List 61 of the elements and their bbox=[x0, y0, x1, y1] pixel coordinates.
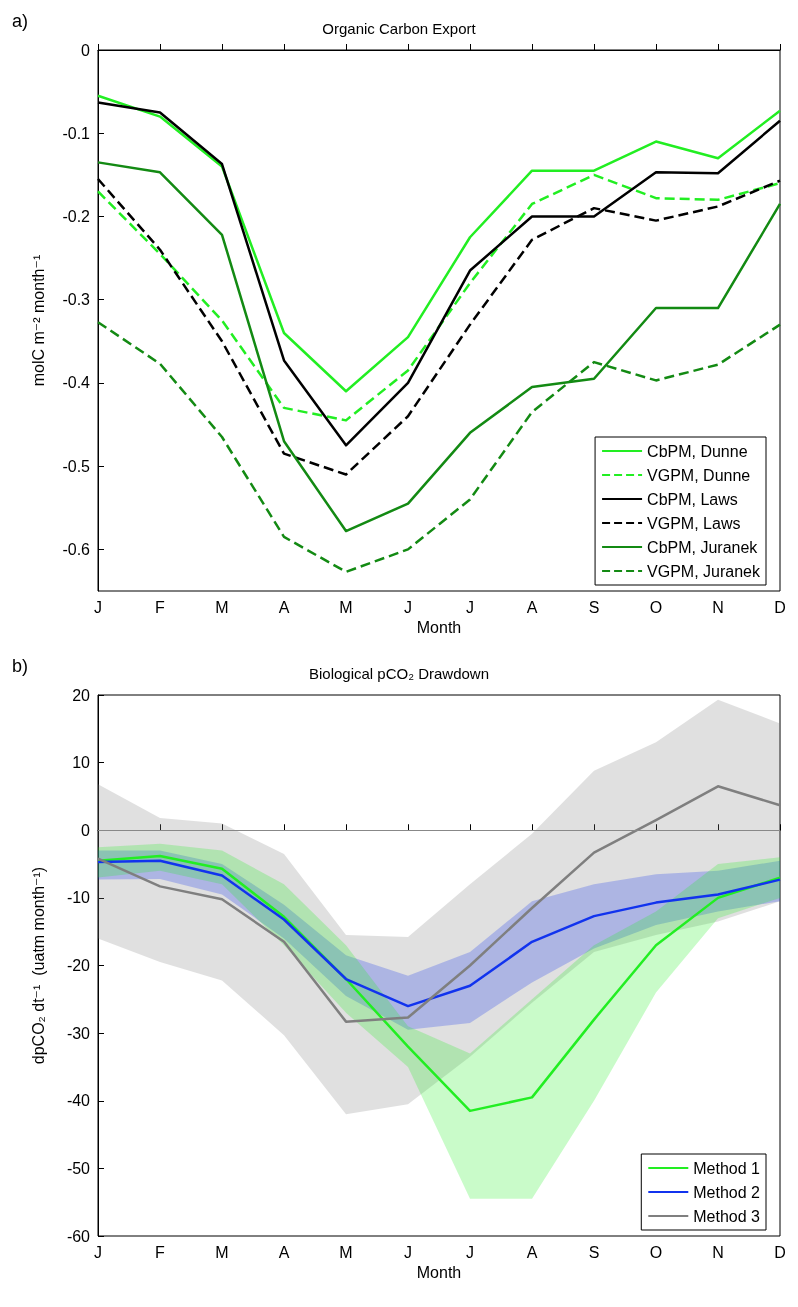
x-tick-label: J bbox=[94, 1243, 102, 1261]
x-tick-label: J bbox=[466, 598, 474, 616]
x-tick-label: M bbox=[215, 1243, 229, 1261]
legend-label: CbPM, Laws bbox=[647, 490, 738, 508]
legend-label: CbPM, Dunne bbox=[647, 442, 748, 460]
line-series bbox=[96, 859, 782, 1008]
y-tick-label: 20 bbox=[72, 686, 91, 704]
x-tick-label: F bbox=[155, 1243, 166, 1261]
legend-label: VGPM, Dunne bbox=[647, 466, 751, 484]
x-tick-label: J bbox=[404, 598, 412, 616]
line-series bbox=[96, 785, 782, 1023]
x-tick-label: A bbox=[526, 598, 538, 616]
y-tick-label: -10 bbox=[66, 889, 91, 907]
y-tick-label: -0.2 bbox=[62, 207, 91, 225]
y-tick-label: 0 bbox=[81, 41, 91, 59]
y-tick-label: 10 bbox=[72, 754, 91, 772]
legend-label: Method 1 bbox=[693, 1159, 761, 1177]
y-axis-title: dpCO₂ dt⁻¹ (uatm month⁻¹) bbox=[29, 866, 47, 1065]
x-axis-title: Month bbox=[416, 619, 462, 637]
x-tick-label: O bbox=[649, 598, 663, 616]
x-tick-label: M bbox=[339, 598, 353, 616]
y-axis-title: molC m⁻² month⁻¹ bbox=[29, 254, 47, 387]
y-tick-label: -60 bbox=[66, 1227, 91, 1245]
x-tick-label: N bbox=[712, 598, 724, 616]
x-tick-label: M bbox=[215, 598, 229, 616]
y-tick-label: 0 bbox=[81, 821, 91, 839]
text: a) bbox=[12, 11, 29, 31]
y-tick-label: -50 bbox=[66, 1159, 91, 1177]
x-tick-label: J bbox=[466, 1243, 474, 1261]
y-tick-label: -0.3 bbox=[62, 291, 91, 309]
chart-title: Biological pCO₂ Drawdown bbox=[308, 665, 490, 682]
x-tick-label: D bbox=[774, 598, 786, 616]
y-tick-label: -20 bbox=[66, 957, 91, 974]
y-tick-label: -0.6 bbox=[62, 540, 91, 558]
x-tick-label: D bbox=[774, 1243, 786, 1261]
y-tick-label: -0.5 bbox=[62, 457, 91, 475]
x-tick-label: S bbox=[588, 1243, 600, 1261]
chart-title: Organic Carbon Export bbox=[322, 20, 477, 37]
y-tick-label: -0.1 bbox=[62, 124, 91, 142]
y-tick-label: -40 bbox=[66, 1092, 91, 1110]
y-tick-label: -0.4 bbox=[62, 374, 91, 392]
legend-label: VGPM, Juranek bbox=[647, 562, 761, 580]
line-series bbox=[96, 854, 782, 1113]
x-axis-title: Month bbox=[416, 1264, 462, 1282]
x-tick-label: F bbox=[155, 598, 166, 616]
line-series bbox=[96, 94, 782, 393]
legend-label: VGPM, Laws bbox=[647, 514, 741, 532]
x-tick-label: N bbox=[712, 1243, 724, 1261]
x-tick-label: A bbox=[278, 1243, 290, 1261]
text: b) bbox=[12, 656, 29, 676]
x-tick-label: J bbox=[94, 598, 102, 616]
x-tick-label: A bbox=[526, 1243, 538, 1261]
legend-label: Method 3 bbox=[693, 1207, 761, 1225]
x-tick-label: O bbox=[649, 1243, 663, 1261]
x-tick-label: J bbox=[404, 1243, 412, 1261]
legend-label: CbPM, Juranek bbox=[647, 538, 759, 556]
x-tick-label: S bbox=[588, 598, 600, 616]
x-tick-label: M bbox=[339, 1243, 353, 1261]
legend-label: Method 2 bbox=[693, 1183, 761, 1201]
x-tick-label: A bbox=[278, 598, 290, 616]
y-tick-label: -30 bbox=[66, 1024, 91, 1042]
